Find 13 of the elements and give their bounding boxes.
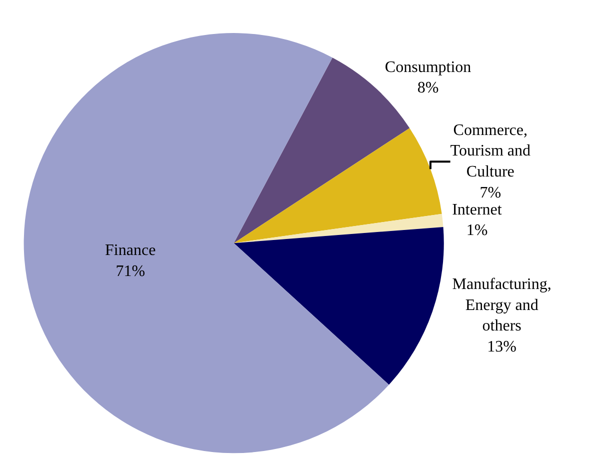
slice-label: Consumption <box>384 58 472 76</box>
data-label: 7% <box>480 184 502 202</box>
data-label: 71% <box>116 262 146 280</box>
pie-slice <box>234 226 444 385</box>
slice-label: Internet <box>452 201 502 218</box>
data-label: 13% <box>487 338 516 356</box>
data-label: 1% <box>466 222 488 240</box>
data-label: 8% <box>417 80 439 97</box>
pie-slice <box>234 128 442 244</box>
pie-slice <box>234 214 444 244</box>
slice-label: Commerce, Tourism and Culture <box>450 122 531 180</box>
slice-label: Manufacturing, Energy and others <box>452 276 552 335</box>
slice-label: Finance <box>105 242 156 260</box>
